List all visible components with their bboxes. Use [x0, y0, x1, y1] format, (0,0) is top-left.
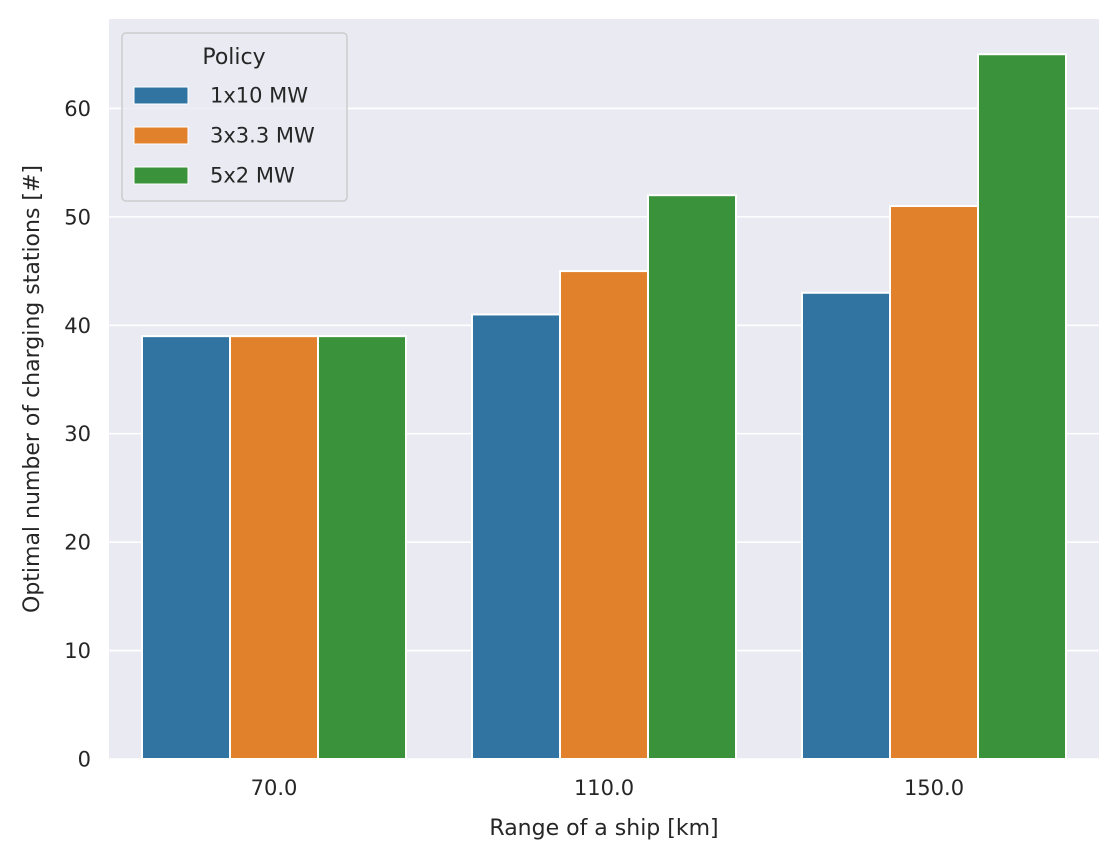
legend-label: 3x3.3 MW [210, 124, 315, 148]
bar-5x2-mw-110-0 [647, 194, 737, 760]
legend-title: Policy [202, 45, 265, 70]
bar-1x10-mw-150-0 [801, 291, 891, 760]
x-tick-label: 110.0 [574, 776, 634, 800]
legend-box [121, 32, 348, 202]
x-axis-label: Range of a ship [km] [489, 816, 718, 841]
x-tick-labels: 70.0 110.0 150.0 [251, 776, 964, 800]
bar-3x3-3-mw-110-0 [559, 270, 649, 760]
y-tick-label: 10 [64, 639, 91, 663]
y-tick-label: 20 [64, 531, 91, 555]
bar-5x2-mw-70-0 [317, 335, 407, 760]
bar-1x10-mw-110-0 [471, 313, 561, 760]
legend-swatch [133, 126, 189, 145]
y-tick-label: 0 [78, 748, 91, 772]
y-tick-label: 60 [64, 97, 91, 121]
y-axis-label: Optimal number of charging stations [#] [20, 165, 45, 613]
y-tick-label: 40 [64, 314, 91, 338]
legend: Policy 1x10 MW 3x3.3 MW 5x2 MW [121, 32, 348, 202]
y-tick-labels: 0 10 20 30 40 50 60 [64, 97, 91, 772]
y-tick-label: 50 [64, 205, 91, 229]
bar-3x3-3-mw-150-0 [889, 205, 979, 761]
x-tick-label: 150.0 [904, 776, 964, 800]
legend-swatch [133, 86, 189, 105]
x-tick-label: 70.0 [251, 776, 298, 800]
legend-label: 5x2 MW [210, 164, 295, 188]
bars-group [141, 53, 1067, 761]
bar-3x3-3-mw-70-0 [229, 335, 319, 760]
bar-5x2-mw-150-0 [977, 53, 1067, 760]
bar-1x10-mw-70-0 [141, 335, 231, 760]
legend-entries: 1x10 MW 3x3.3 MW 5x2 MW [133, 84, 315, 188]
legend-label: 1x10 MW [210, 84, 308, 108]
y-tick-label: 30 [64, 422, 91, 446]
legend-swatch [133, 166, 189, 185]
